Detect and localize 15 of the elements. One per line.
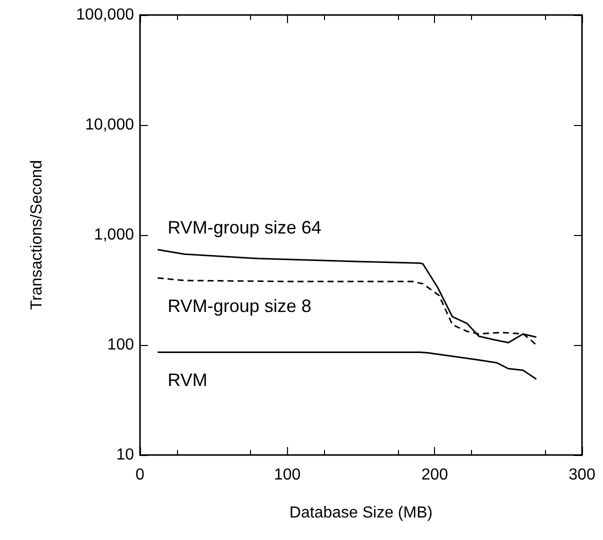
x-axis-title: Database Size (MB)	[289, 504, 433, 522]
x-tick-label: 200	[421, 466, 448, 484]
x-tick-label: 300	[568, 466, 596, 484]
x-tick-label: 100	[274, 466, 301, 484]
y-tick-label: 1,000	[94, 226, 134, 244]
y-tick-label: 10,000	[85, 116, 134, 134]
y-axis-title: Transactions/Second	[28, 160, 46, 310]
y-tick-label: 10	[116, 446, 134, 464]
series-label: RVM	[168, 370, 208, 390]
line-series	[156, 248, 538, 344]
series-label: RVM-group size 64	[168, 218, 322, 238]
x-tick-label: 0	[136, 466, 145, 484]
y-tick-label: 100,000	[76, 6, 134, 24]
series-label: RVM-group size 8	[168, 296, 312, 316]
y-tick-label: 100	[107, 336, 134, 354]
